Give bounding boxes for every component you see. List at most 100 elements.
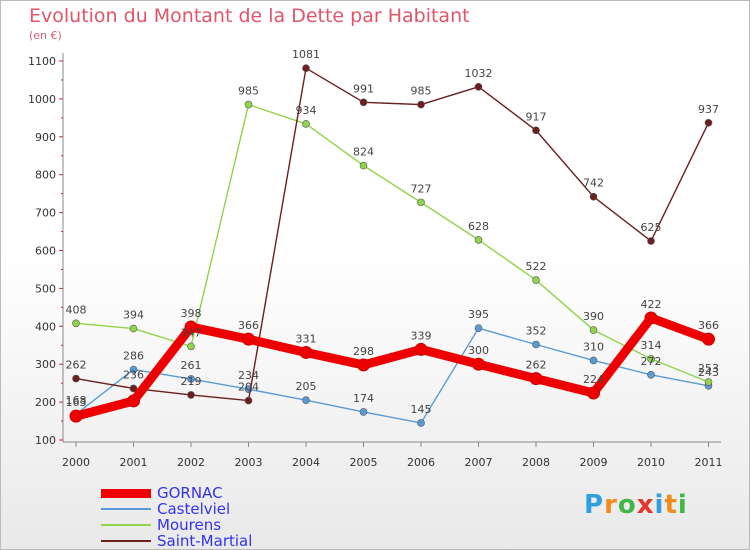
logo-letter: x xyxy=(636,490,655,520)
data-point-gornac xyxy=(472,357,485,371)
y-tick-label: 100 xyxy=(35,434,56,447)
data-label-gornac: 262 xyxy=(526,359,547,372)
y-tick-label: 1000 xyxy=(28,93,56,106)
data-label-mourens: 628 xyxy=(468,220,489,233)
data-label-saint-martial: 236 xyxy=(123,368,144,381)
x-tick-label: 2008 xyxy=(522,456,550,469)
x-tick-label: 2003 xyxy=(235,456,263,469)
data-point-gornac xyxy=(702,332,715,346)
data-point-gornac xyxy=(587,386,600,400)
data-label-saint-martial: 917 xyxy=(526,110,547,123)
legend-swatch xyxy=(101,540,151,542)
data-label-castelviel: 205 xyxy=(296,380,317,393)
y-tick-label: 800 xyxy=(35,169,56,182)
y-tick-label: 900 xyxy=(35,131,56,144)
data-label-mourens: 824 xyxy=(353,146,374,159)
data-point-castelviel xyxy=(417,419,425,427)
y-tick-label: 500 xyxy=(35,282,56,295)
data-point-saint-martial xyxy=(244,396,253,405)
data-label-castelviel: 352 xyxy=(526,324,547,337)
data-point-mourens xyxy=(704,378,713,386)
data-label-gornac: 224 xyxy=(583,373,604,386)
data-label-saint-martial: 262 xyxy=(66,359,87,372)
series-line-castelviel xyxy=(75,327,710,424)
y-tick-label: 700 xyxy=(35,207,56,220)
y-tick-label: 600 xyxy=(35,245,56,258)
data-label-gornac: 398 xyxy=(181,307,202,320)
y-tick-label: 1100 xyxy=(28,55,56,68)
legend-label: Castelviel xyxy=(157,500,231,518)
x-tick-label: 2000 xyxy=(62,456,90,469)
y-tick-label: 300 xyxy=(35,358,56,371)
data-point-castelviel xyxy=(359,408,368,416)
logo-letter: r xyxy=(604,490,618,520)
logo-letter: t xyxy=(664,490,678,520)
data-label-saint-martial: 985 xyxy=(411,85,432,98)
data-label-saint-martial: 204 xyxy=(238,381,259,394)
logo-letter: i xyxy=(677,490,688,520)
data-point-saint-martial xyxy=(532,126,540,135)
data-label-saint-martial: 1032 xyxy=(465,67,493,80)
data-label-saint-martial: 219 xyxy=(181,375,202,388)
data-point-gornac xyxy=(299,345,313,359)
data-label-castelviel: 310 xyxy=(583,340,604,353)
x-tick-label: 2010 xyxy=(637,456,665,469)
data-point-castelviel xyxy=(474,324,483,332)
data-point-castelviel xyxy=(187,375,195,383)
data-point-mourens xyxy=(589,326,598,334)
data-label-castelviel: 286 xyxy=(123,350,144,363)
data-label-mourens: 522 xyxy=(526,260,547,273)
data-point-mourens xyxy=(474,236,483,244)
data-point-mourens xyxy=(302,120,310,128)
data-label-saint-martial: 991 xyxy=(353,82,374,95)
data-point-gornac xyxy=(127,394,140,408)
data-point-saint-martial xyxy=(647,237,655,245)
data-point-mourens xyxy=(72,319,80,328)
data-point-gornac xyxy=(644,311,658,325)
data-point-mourens xyxy=(129,324,138,333)
data-point-saint-martial xyxy=(129,384,138,393)
x-tick-label: 2002 xyxy=(177,456,205,469)
data-point-gornac xyxy=(69,409,83,423)
series-line-saint-martial xyxy=(75,67,710,402)
data-point-saint-martial xyxy=(72,374,80,383)
data-point-castelviel xyxy=(589,356,598,365)
data-label-mourens: 408 xyxy=(66,303,87,316)
legend-swatch xyxy=(101,524,151,526)
x-tick-label: 2001 xyxy=(120,456,148,469)
data-point-gornac xyxy=(242,332,255,346)
data-label-saint-martial: 1081 xyxy=(292,48,320,61)
data-label-saint-martial: 937 xyxy=(698,103,719,116)
legend-swatch xyxy=(101,488,151,498)
data-label-gornac: 339 xyxy=(411,329,432,342)
chart-title: Evolution du Montant de la Dette par Hab… xyxy=(29,5,470,27)
data-label-gornac: 331 xyxy=(296,332,317,345)
data-point-gornac xyxy=(414,342,428,356)
data-label-castelviel: 174 xyxy=(353,392,374,405)
data-point-castelviel xyxy=(129,365,138,374)
data-label-mourens: 727 xyxy=(411,182,432,195)
data-label-mourens: 347 xyxy=(181,326,202,339)
legend-label: GORNAC xyxy=(157,484,223,502)
data-point-saint-martial xyxy=(589,192,598,201)
data-label-gornac: 366 xyxy=(698,319,719,332)
data-point-saint-martial xyxy=(302,64,310,73)
data-point-saint-martial xyxy=(417,100,425,109)
x-tick-label: 2004 xyxy=(292,456,320,469)
data-label-mourens: 394 xyxy=(123,309,144,322)
data-label-castelviel: 145 xyxy=(411,403,432,416)
data-point-mourens xyxy=(244,100,253,109)
data-label-saint-martial: 625 xyxy=(641,221,662,234)
legend-item: Saint-Martial xyxy=(101,533,252,549)
legend-swatch xyxy=(101,508,151,510)
data-label-castelviel: 272 xyxy=(641,355,662,368)
x-tick-label: 2007 xyxy=(465,456,493,469)
data-point-castelviel xyxy=(647,371,655,379)
logo-letter: P xyxy=(584,490,605,520)
data-label-castelviel: 168 xyxy=(66,394,87,407)
data-label-mourens: 390 xyxy=(583,310,604,323)
legend-item: GORNAC xyxy=(101,485,252,501)
data-point-gornac xyxy=(357,358,370,372)
data-label-gornac: 298 xyxy=(353,345,374,358)
